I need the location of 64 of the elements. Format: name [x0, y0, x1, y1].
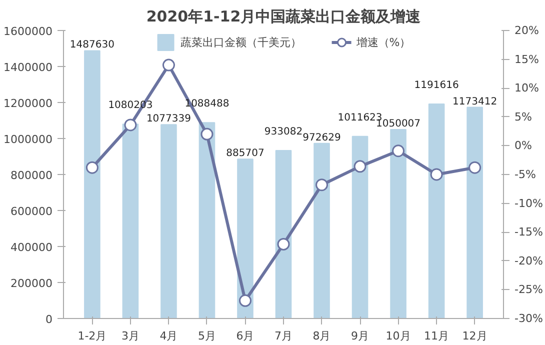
- data-label: 972629: [302, 132, 341, 144]
- bar: [84, 50, 100, 318]
- data-label: 885707: [226, 148, 264, 160]
- x-tick-label: 6月: [236, 330, 254, 342]
- x-tick-label: 12月: [462, 330, 488, 342]
- y2-tick-label: 10%: [514, 82, 539, 95]
- x-tick-label: 7月: [274, 330, 292, 342]
- y2-tick-label: 15%: [514, 52, 539, 66]
- data-label: 1077339: [146, 114, 191, 125]
- point: [238, 294, 252, 307]
- point: [200, 128, 214, 140]
- bar: [314, 142, 330, 318]
- y2-tick-label: -25%: [514, 283, 543, 296]
- point: [430, 168, 443, 181]
- y2-tick-label: -30%: [514, 312, 543, 325]
- chart-title: 2020年1-12月中国蔬菜出口金额及增速: [146, 8, 422, 26]
- point: [124, 118, 137, 132]
- y-tick-label: 200000: [10, 277, 53, 290]
- bar: [428, 104, 445, 318]
- y2-tick-label: -5%: [514, 168, 536, 181]
- y2-tick-label: 0%: [514, 139, 532, 152]
- x-tick-label: 4月: [160, 330, 178, 342]
- y-tick-label: 600000: [10, 205, 53, 218]
- data-label: 1173412: [452, 96, 498, 108]
- y2-tick-label: -10%: [514, 196, 543, 210]
- x-tick-label: 3月: [121, 330, 140, 342]
- point: [354, 160, 366, 173]
- x-tick-label: 11月: [424, 330, 450, 342]
- y2-tick-label: 20%: [514, 24, 539, 37]
- bar: [466, 106, 483, 318]
- x-tick-label: 9月: [351, 330, 370, 342]
- bar: [160, 124, 177, 318]
- bar: [122, 124, 139, 318]
- x-tick-label: 5月: [198, 330, 216, 342]
- y-tick-label: 400000: [10, 241, 53, 254]
- bar: [198, 122, 216, 318]
- y2-tick-label: 5%: [514, 110, 532, 124]
- data-label: 1050007: [376, 118, 421, 130]
- y-tick-label: 0: [46, 313, 52, 326]
- point: [316, 178, 328, 192]
- y-tick-label: 1600000: [4, 25, 53, 38]
- bar: [352, 136, 368, 318]
- x-tick-label: 10月: [386, 330, 411, 342]
- x-tick-label: 8月: [312, 330, 331, 342]
- x-tick-label: 1-2月: [78, 330, 107, 342]
- legend-label: 增速（%）: [356, 34, 411, 50]
- legend-label: 蔬菜出口金额（千美元）: [180, 34, 302, 50]
- data-label: 1191616: [414, 80, 459, 92]
- data-label: 1487630: [70, 40, 114, 51]
- point: [86, 161, 98, 174]
- point: [162, 58, 175, 72]
- y-tick-label: 1000000: [4, 133, 53, 146]
- y-tick-label: 1400000: [4, 61, 53, 74]
- y2-tick-label: -20%: [514, 254, 543, 268]
- bar: [390, 129, 406, 318]
- bar: [275, 150, 292, 318]
- y-tick-label: 800000: [10, 169, 53, 182]
- bar: [237, 158, 254, 318]
- y-tick-label: 1200000: [4, 97, 53, 110]
- point: [277, 238, 290, 250]
- data-label: 933082: [264, 126, 303, 138]
- point: [468, 161, 482, 174]
- y2-tick-label: -15%: [514, 226, 543, 239]
- point: [392, 144, 405, 158]
